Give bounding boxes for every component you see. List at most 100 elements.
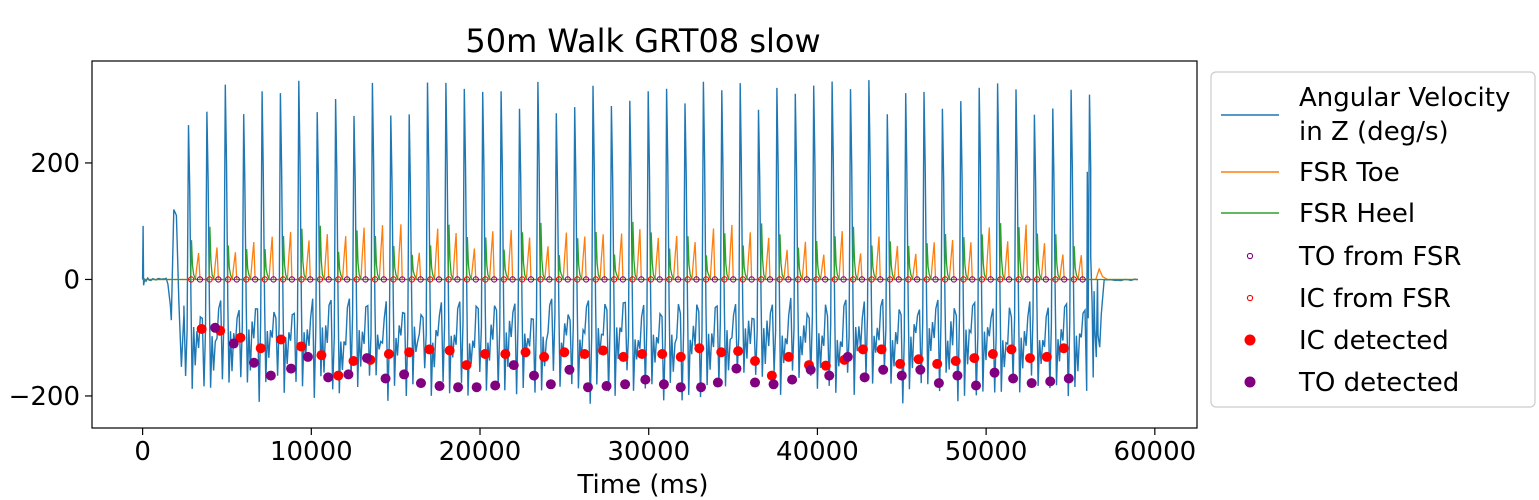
ic-detected-point: [1006, 344, 1017, 355]
ic-detected-point: [520, 347, 531, 358]
ic-from-fsr-marker: [905, 276, 912, 283]
ic-detected-point: [316, 350, 327, 361]
to-detected-point: [399, 369, 410, 380]
to-detected-point: [933, 378, 944, 389]
ic-from-fsr-marker: [555, 276, 563, 283]
legend-label: Angular Velocity: [1299, 83, 1510, 113]
to-from-fsr-marker: [399, 276, 406, 283]
ic-from-fsr-marker: [427, 276, 434, 283]
ic-from-fsr-marker: [647, 276, 655, 283]
ic-detected-point: [766, 370, 777, 381]
to-detected-point: [564, 364, 575, 375]
ic-from-fsr-marker: [298, 276, 305, 283]
to-detected-point: [952, 370, 963, 381]
to-from-fsr-marker: [527, 276, 535, 283]
ic-detected-point: [876, 344, 887, 355]
ic-detected-point: [895, 358, 906, 369]
ic-detected-point: [196, 323, 207, 334]
to-detected-point: [750, 377, 760, 388]
to-from-fsr-marker: [601, 276, 608, 283]
ic-from-fsr-marker: [794, 276, 802, 283]
to-from-fsr-marker: [380, 276, 388, 283]
to-from-fsr-marker: [711, 276, 718, 283]
ic-from-fsr-marker: [500, 276, 507, 283]
ic-from-fsr-marker: [445, 276, 452, 283]
legend-label: TO from FSR: [1298, 242, 1461, 272]
fsr-heel-line: [142, 221, 1138, 281]
ic-detected-point: [598, 345, 609, 356]
ic-detected-point: [750, 356, 760, 367]
x-tick-label: 0: [134, 437, 151, 467]
to-detected-point: [545, 379, 556, 390]
x-tick-label: 30000: [607, 437, 690, 467]
to-detected-point: [302, 351, 313, 362]
to-detected-point: [343, 369, 354, 380]
ic-detected-point: [694, 343, 705, 354]
ic-detected-point: [235, 332, 246, 343]
ic-from-fsr-marker: [243, 276, 250, 283]
ic-detected-point: [675, 351, 686, 362]
ic-detected-point: [461, 360, 472, 371]
x-tick-label: 40000: [776, 437, 859, 467]
to-from-fsr-marker: [1061, 276, 1068, 283]
to-from-fsr-marker: [748, 276, 755, 283]
to-detected-point: [210, 322, 221, 333]
to-detected-point: [453, 382, 464, 393]
to-detected-point: [471, 382, 482, 393]
ic-from-fsr-marker: [684, 276, 691, 283]
x-axis-label: Time (ms): [576, 470, 708, 500]
to-detected-point: [896, 370, 907, 381]
ic-detected-point: [255, 343, 266, 354]
angular-velocity-line: [141, 80, 1139, 404]
ic-detected-point: [657, 349, 668, 360]
to-detected-point: [508, 360, 519, 371]
to-from-fsr-marker: [638, 276, 645, 283]
ic-from-fsr-marker: [188, 276, 195, 283]
ic-from-fsr-marker: [408, 276, 416, 283]
ic-from-fsr-marker: [629, 276, 636, 283]
ic-from-fsr-marker: [923, 276, 930, 283]
ic-from-fsr-marker: [776, 276, 783, 283]
x-tick-label: 60000: [1113, 437, 1196, 467]
ic-from-fsr-marker: [279, 276, 287, 283]
ic-detected-point: [618, 351, 629, 362]
to-from-fsr-marker: [509, 276, 516, 283]
to-from-fsr-marker: [196, 276, 204, 283]
plot-area: [141, 80, 1139, 404]
to-from-fsr-marker: [950, 276, 958, 283]
to-from-fsr-marker: [582, 276, 590, 283]
ic-from-fsr-marker: [1015, 276, 1022, 283]
legend-dot-swatch: [1244, 334, 1256, 346]
ic-detected-point: [348, 356, 359, 367]
to-detected-point: [248, 357, 259, 368]
ic-from-fsr-marker: [978, 276, 986, 283]
ic-detected-point: [275, 334, 286, 345]
ic-detected-point: [539, 351, 550, 362]
ic-from-fsr-marker: [813, 276, 820, 283]
to-from-fsr-marker: [435, 276, 443, 283]
to-detected-point: [731, 363, 742, 374]
to-detected-point: [582, 382, 593, 393]
to-detected-point: [286, 363, 297, 374]
to-from-fsr-marker: [693, 276, 700, 283]
to-from-fsr-marker: [858, 276, 866, 283]
ic-detected-point: [950, 356, 961, 367]
legend-label: TO detected: [1298, 368, 1459, 398]
ic-detected-point: [987, 349, 998, 360]
to-from-fsr-marker: [454, 276, 461, 283]
to-from-fsr-marker: [343, 276, 351, 283]
ic-detected-point: [716, 347, 727, 358]
ic-from-fsr-marker: [1052, 276, 1059, 283]
ic-from-fsr-marker: [997, 276, 1004, 283]
ic-from-fsr-marker: [739, 276, 747, 283]
to-from-fsr-marker: [932, 276, 939, 283]
to-detected-point: [989, 367, 1000, 378]
to-detected-point: [842, 351, 853, 362]
ic-detected-point: [444, 345, 455, 356]
ic-from-fsr-marker: [316, 276, 324, 283]
to-detected-point: [658, 379, 669, 390]
to-from-fsr-marker: [1079, 276, 1086, 283]
legend-hollow-swatch: [1246, 252, 1254, 260]
ic-from-fsr-marker: [574, 276, 581, 283]
